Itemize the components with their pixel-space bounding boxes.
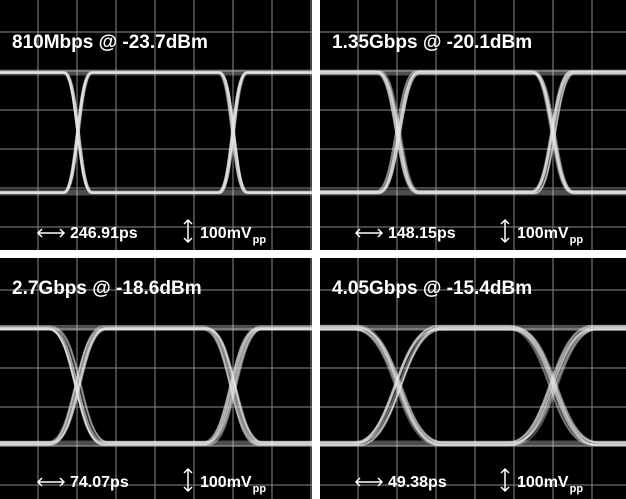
amplitude-subscript: pp — [570, 234, 584, 246]
time-scale: 246.91ps — [70, 225, 138, 242]
amplitude: 100mV — [517, 225, 569, 242]
amplitude-subscript: pp — [570, 483, 584, 495]
eye-rail — [320, 441, 626, 447]
amplitude: 100mV — [517, 474, 569, 491]
eye-diagram-figure: 810Mbps @ -23.7dBm246.91ps100mVpp1.35Gbp… — [0, 0, 626, 499]
eye-rail — [320, 70, 626, 76]
time-scale: 148.15ps — [388, 225, 456, 242]
amplitude-subscript: pp — [253, 234, 267, 246]
panel-title: 2.7Gbps @ -18.6dBm — [12, 278, 202, 299]
eye-rail — [0, 325, 312, 331]
eye-rail — [320, 325, 626, 331]
eye-rail — [0, 70, 312, 76]
amplitude: 100mV — [200, 474, 252, 491]
panel-title: 4.05Gbps @ -15.4dBm — [332, 278, 532, 299]
page: 810Mbps @ -23.7dBm246.91ps100mVpp1.35Gbp… — [0, 0, 626, 499]
time-scale: 49.38ps — [388, 474, 447, 491]
eye-rail — [320, 190, 626, 196]
amplitude-subscript: pp — [253, 483, 267, 495]
amplitude: 100mV — [200, 225, 252, 242]
time-scale: 74.07ps — [70, 474, 129, 491]
panel-title: 810Mbps @ -23.7dBm — [12, 32, 208, 53]
eye-rail — [0, 441, 312, 447]
panel-title: 1.35Gbps @ -20.1dBm — [332, 32, 532, 53]
eye-rail — [0, 190, 312, 196]
